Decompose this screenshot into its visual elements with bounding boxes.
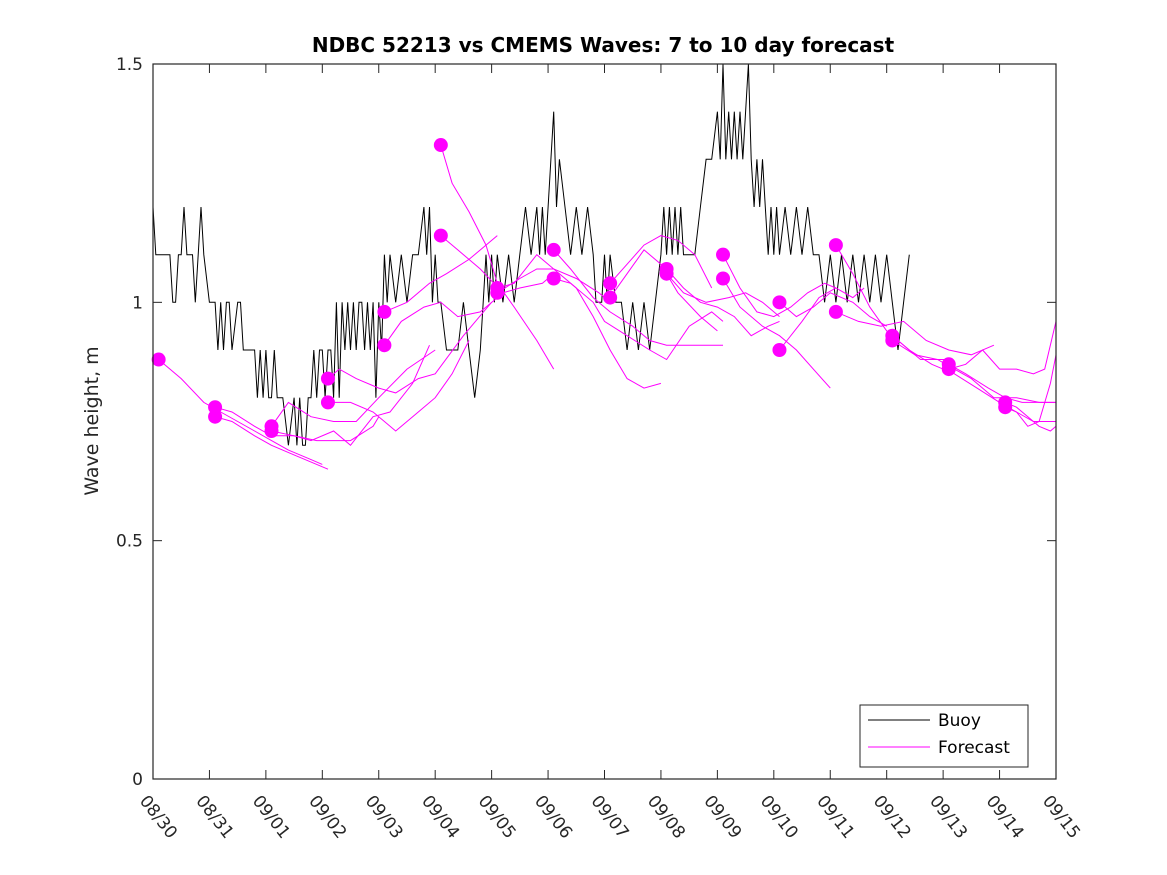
forecast-line [1005, 401, 1057, 432]
forecast-line [722, 278, 831, 389]
forecast-line [440, 144, 555, 370]
forecast-line [948, 321, 1057, 375]
forecast-line [328, 340, 470, 432]
forecast-start-marker [716, 247, 731, 262]
forecast-line [214, 416, 329, 470]
forecast-start-marker [998, 400, 1013, 415]
y-axis: 0 0.5 1 1.5 [116, 55, 1056, 790]
forecast-start-marker [885, 333, 900, 348]
forecast-start-marker [320, 395, 335, 410]
forecast-line [497, 268, 662, 389]
forecast-line [327, 301, 492, 394]
forecast-start-marker [320, 371, 335, 386]
forecast-start-marker [546, 271, 561, 286]
legend-forecast-label: Forecast [938, 738, 1010, 758]
forecast-line [214, 406, 380, 442]
y-tick-label: 1 [132, 293, 143, 313]
forecast-start-marker [716, 271, 731, 286]
chart-title: NDBC 52213 vs CMEMS Waves: 7 to 10 day f… [312, 33, 895, 57]
forecast-start-marker [377, 304, 392, 319]
forecast-start-marker [941, 362, 956, 377]
buoy-series [152, 63, 910, 446]
forecast-line [666, 273, 780, 317]
forecast-start-marker [772, 295, 787, 310]
forecast-line [609, 235, 713, 289]
forecast-line [158, 359, 323, 465]
y-tick-label: 0 [132, 770, 143, 790]
forecast-start-marker [603, 276, 618, 291]
forecast-start-marker [828, 238, 843, 253]
forecast-line [383, 297, 498, 346]
forecast-line [1005, 354, 1057, 427]
forecast-start-marker [490, 285, 505, 300]
legend-buoy-label: Buoy [938, 711, 981, 731]
forecast-start-marker [659, 266, 674, 281]
y-tick-label: 0.5 [116, 532, 143, 552]
forecast-start-marker [603, 290, 618, 305]
forecast-start-marker [264, 424, 279, 439]
forecast-line [779, 287, 865, 351]
forecast-start-marker [377, 338, 392, 353]
forecast-line [553, 278, 724, 361]
forecast-start-marker [828, 304, 843, 319]
forecast-line [892, 340, 1056, 403]
forecast-line [553, 249, 723, 346]
forecast-line [271, 344, 430, 447]
legend-box [859, 704, 1029, 768]
forecast-start-marker [772, 343, 787, 357]
y-tick-label: 1.5 [116, 55, 143, 75]
forecast-line [271, 349, 436, 427]
forecast-start-marker [433, 228, 448, 243]
forecast-line [722, 254, 837, 318]
legend: Buoy Forecast [859, 704, 1029, 768]
forecast-start-marker [546, 242, 561, 257]
buoy-line [152, 63, 910, 446]
y-axis-label: Wave height, m [81, 346, 103, 495]
forecast-start-marker [208, 409, 223, 424]
forecast-start-marker [433, 138, 448, 153]
forecast-line [779, 292, 887, 327]
forecast-start-marker [151, 352, 166, 367]
forecast-line [835, 311, 995, 356]
forecast-line [609, 249, 718, 332]
forecast-series [151, 138, 1057, 470]
